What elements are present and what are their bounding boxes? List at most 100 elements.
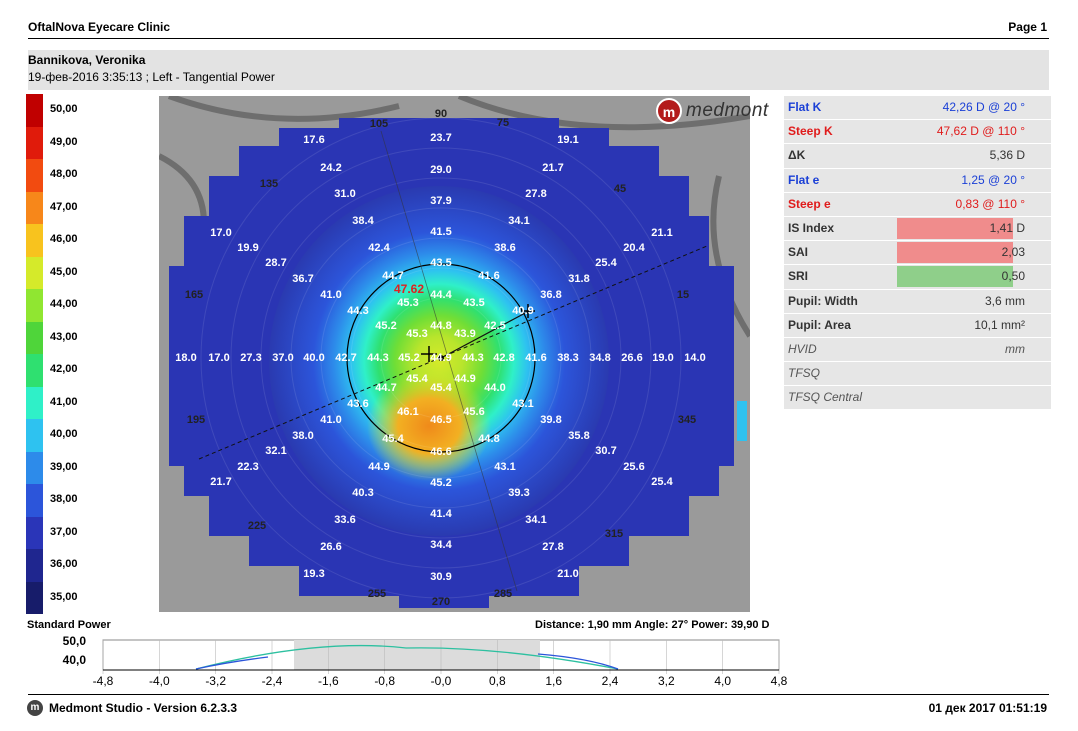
metric-value: 42,26 D @ 20 ° (942, 100, 1025, 114)
metric-label: TFSQ Central (788, 390, 863, 405)
power-value: 45.2 (398, 352, 420, 364)
power-value: 42.4 (368, 242, 390, 254)
meridian-degree-label: 315 (604, 528, 624, 540)
power-value: 26.6 (320, 541, 342, 553)
metric-indicator-bar (897, 242, 1013, 264)
power-value: 45.4 (382, 433, 404, 445)
power-value: 35.8 (568, 430, 590, 442)
scale-step: 37,00 (26, 516, 146, 549)
scale-swatch (26, 549, 43, 582)
metric-value: mm (1005, 341, 1025, 356)
power-value: 20.4 (623, 242, 645, 254)
profile-y-label-bottom: 40,0 (63, 653, 87, 667)
scale-step: 44,00 (26, 289, 146, 322)
power-value: 17.0 (210, 227, 232, 239)
scale-swatch (26, 191, 43, 224)
cornea-power-gradient (269, 186, 609, 536)
metric-row: SRI 0,50 (784, 265, 1051, 290)
clinic-title: OftalNova Eyecare Clinic (28, 20, 171, 34)
scale-label: 49,00 (50, 135, 78, 148)
scale-swatch (26, 386, 43, 419)
power-value: 34.4 (430, 539, 452, 551)
profile-x-tick-label: -1,6 (317, 674, 339, 688)
profile-x-tick-label: -2,4 (261, 674, 283, 688)
profile-x-tick-label: 3,2 (657, 674, 675, 688)
power-value: 19.0 (652, 352, 674, 364)
edge-artifact (737, 401, 747, 441)
metric-indicator-bar (897, 217, 1013, 239)
power-value: 19.9 (237, 242, 259, 254)
profile-y-label-top: 50,0 (63, 634, 87, 648)
patient-name: Bannikova, Veronika (28, 53, 146, 67)
power-value: 21.1 (651, 227, 673, 239)
steep-meridian-line (380, 130, 518, 592)
scale-step: 35,00 (26, 581, 146, 614)
print-date: 01 дек 2017 01:51:19 (928, 701, 1047, 715)
medmont-studio-icon: m (27, 700, 43, 716)
power-value: 43.1 (494, 461, 516, 473)
power-value: 42.8 (493, 352, 515, 364)
scale-swatch (26, 94, 43, 127)
power-value: 44.9 (454, 373, 476, 385)
header-divider (28, 38, 1049, 39)
power-value: 30.7 (595, 445, 617, 457)
power-value: 19.1 (557, 134, 579, 146)
pupil-circle (346, 263, 536, 453)
power-value: 27.8 (525, 188, 547, 200)
metric-row: ΔK 5,36 D (784, 144, 1051, 169)
power-value: 36.8 (540, 289, 562, 301)
scale-label: 38,00 (50, 493, 78, 505)
power-value: 34.1 (525, 514, 547, 526)
power-value: 17.6 (303, 134, 325, 146)
meridian-degree-label: 90 (434, 108, 448, 120)
scale-step: 49,00 (26, 126, 146, 159)
medmont-logo-text: medmont (686, 100, 769, 121)
metric-row: SAI 2,03 (784, 241, 1051, 266)
power-value: 39.3 (508, 487, 530, 499)
pupil-range-shading (294, 640, 540, 670)
power-value: 42.5 (484, 320, 506, 332)
metric-label: IS Index (788, 220, 835, 235)
profile-title: Standard Power (27, 619, 111, 631)
software-version: Medmont Studio - Version 6.2.3.3 (49, 701, 238, 715)
power-value: 44.7 (382, 270, 404, 282)
profile-x-tick-label: -4,0 (148, 674, 170, 688)
power-value: 19.3 (303, 568, 325, 580)
metric-label: SAI (788, 245, 809, 260)
power-value: 44.8 (430, 320, 452, 332)
metric-label: Pupil: Area (788, 317, 851, 332)
meridian-degree-label: 270 (431, 596, 451, 608)
power-value: 36.7 (292, 273, 314, 285)
power-value: 33.6 (334, 514, 356, 526)
scale-label: 42,00 (50, 363, 78, 375)
medmont-logo-icon: m (656, 98, 682, 124)
patient-info-panel (28, 50, 1049, 90)
power-value: 46.6 (430, 446, 452, 458)
metric-value: 1,41 D (989, 220, 1025, 235)
topography-map[interactable]: 90 105 75 135 45 165 15 195 345 225 315 255 285 270 23… (159, 96, 750, 612)
profile-curve-center (195, 644, 619, 670)
power-value: 44.0 (484, 382, 506, 394)
scale-step: 50,00 (26, 94, 146, 127)
metric-row: Steep K 47,62 D @ 110 ° (784, 120, 1051, 145)
meridian-degree-label: 165 (184, 289, 204, 301)
profile-x-tick-label: -3,2 (205, 674, 226, 688)
power-value: 39.8 (540, 414, 562, 426)
power-value: 28.7 (265, 257, 287, 269)
metric-label: Flat K (788, 100, 822, 114)
power-value: 45.3 (397, 297, 419, 309)
power-value: 42.7 (335, 352, 357, 364)
power-value: 26.6 (621, 352, 643, 364)
scale-label: 39,00 (50, 460, 78, 473)
exam-info: 19-фев-2016 3:35:13 ; Left - Tangential … (28, 70, 275, 84)
metric-value: 2,03 (1001, 245, 1025, 260)
power-value: 43.6 (347, 398, 369, 410)
metric-row: IS Index 1,41 D (784, 216, 1051, 242)
metric-value: 0,50 (1001, 269, 1025, 284)
power-value: 23.7 (430, 132, 452, 144)
scale-step: 43,00 (26, 321, 146, 354)
scale-step: 38,00 (26, 484, 146, 517)
power-value: 31.8 (568, 273, 590, 285)
scale-label: 35,00 (50, 590, 78, 603)
scale-step: 42,00 (26, 354, 146, 387)
